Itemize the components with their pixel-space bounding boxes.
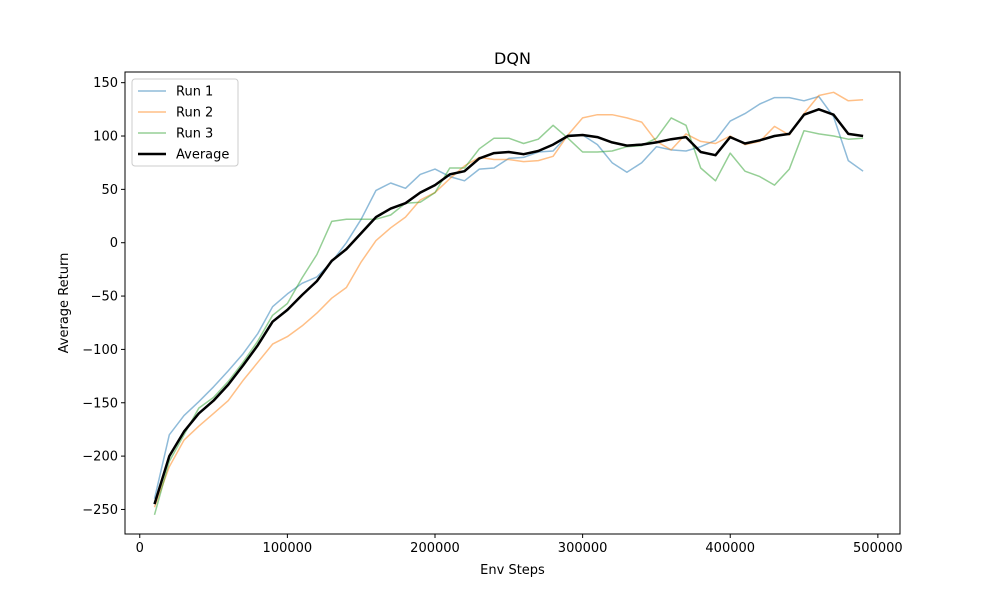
chart-title: DQN xyxy=(494,49,531,68)
x-tick-label: 200000 xyxy=(410,541,460,556)
y-tick-label: −200 xyxy=(82,450,118,465)
x-tick-label: 100000 xyxy=(263,541,313,556)
series-group xyxy=(153,91,864,516)
series-line-average xyxy=(153,108,864,505)
y-tick-label: 100 xyxy=(93,130,118,145)
x-axis-label: Env Steps xyxy=(480,563,545,578)
x-tick-label: 500000 xyxy=(853,541,903,556)
y-tick-label: −250 xyxy=(82,503,118,518)
plot-area xyxy=(124,71,901,535)
y-tick-label: 0 xyxy=(110,236,118,251)
series-line-run-1 xyxy=(153,95,864,499)
x-tick-label: 400000 xyxy=(705,541,755,556)
legend-label-run-2: Run 2 xyxy=(176,106,213,121)
series-line-run-3 xyxy=(153,117,864,516)
plot-frame xyxy=(124,71,901,535)
y-tick-label: −150 xyxy=(82,396,118,411)
y-tick-label: −100 xyxy=(82,343,118,358)
legend-box xyxy=(131,78,239,167)
y-tick-label: −50 xyxy=(91,290,118,305)
x-axis: 0 100000 200000 300000 400000 500000 xyxy=(136,534,903,556)
y-axis: −250 −200 −150 −100 −50 0 50 100 150 xyxy=(82,76,125,518)
y-tick-label: 50 xyxy=(101,183,118,198)
x-tick-label: 300000 xyxy=(558,541,608,556)
legend: Run 1 Run 2 Run 3 Average xyxy=(131,78,239,167)
y-tick-label: 150 xyxy=(93,76,118,91)
legend-label-run-3: Run 3 xyxy=(176,127,213,142)
legend-label-run-1: Run 1 xyxy=(176,85,213,100)
y-axis-label: Average Return xyxy=(57,253,72,354)
x-tick-label: 0 xyxy=(136,541,144,556)
legend-label-average: Average xyxy=(176,148,229,163)
